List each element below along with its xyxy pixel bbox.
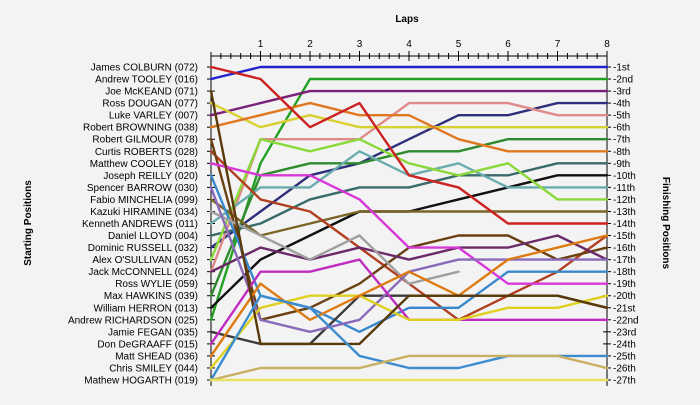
driver-series-line: [209, 101, 609, 249]
starting-position-label: Fabio MINCHELIA (099): [90, 195, 198, 206]
finishing-position-label: -19th: [613, 279, 636, 290]
starting-position-label: Andrew RICHARDSON (025): [68, 315, 198, 326]
finishing-position-label: -9th: [613, 159, 630, 170]
driver-series-line: [209, 294, 609, 370]
starting-position-label: William HERRON (013): [94, 303, 198, 314]
starting-position-label: Dominic RUSSELL (032): [88, 243, 198, 254]
starting-position-label: Curtis ROBERTS (028): [95, 147, 198, 158]
x-tick-label: 5: [456, 39, 462, 50]
driver-series-line: [209, 101, 609, 153]
finishing-position-label: -12th: [613, 195, 636, 206]
finishing-position-label: -8th: [613, 147, 630, 158]
starting-position-label: Jamie FEGAN (035): [108, 327, 198, 338]
driver-series-line: [209, 89, 609, 346]
finishing-position-label: -23rd: [613, 327, 636, 338]
finishing-position-label: -21st: [613, 303, 635, 314]
finishing-position-label: -27th: [613, 376, 636, 387]
x-tick-label: 4: [406, 39, 412, 50]
starting-position-label: Jack McCONNELL (024): [88, 267, 198, 278]
starting-position-label: Matthew COOLEY (018): [90, 159, 198, 170]
starting-position-label: Robert GILMOUR (078): [92, 135, 198, 146]
series-lines: [209, 65, 609, 382]
x-tick-label: 6: [505, 39, 511, 50]
finishing-position-label: -11th: [613, 183, 635, 194]
starting-position-label: Max HAWKINS (039): [104, 291, 198, 302]
chart-title: Laps: [395, 14, 419, 25]
finishing-position-label: -16th: [613, 243, 636, 254]
driver-series-line: [209, 234, 609, 273]
starting-position-label: Andrew TOOLEY (016): [95, 75, 198, 86]
finishing-position-label: -4th: [613, 99, 630, 110]
starting-position-label: Luke VARLEY (007): [109, 111, 198, 122]
driver-series-line: [209, 210, 460, 285]
x-tick-label: 3: [357, 39, 363, 50]
starting-position-label: Joseph REILLY (020): [103, 171, 198, 182]
right-axis-title: Finishing Positions: [660, 177, 671, 270]
starting-position-label: Matt SHEAD (036): [115, 351, 198, 362]
driver-series-line: [209, 234, 609, 358]
starting-position-label: Kazuki HIRAMINE (034): [90, 207, 198, 218]
finishing-position-label: -13th: [613, 207, 636, 218]
starting-position-label: Spencer BARROW (030): [87, 183, 198, 194]
finishing-position-label: -25th: [613, 351, 636, 362]
finishing-position-label: -26th: [613, 363, 636, 374]
x-tick-label: 2: [307, 39, 313, 50]
finishing-position-label: -14th: [613, 219, 636, 230]
finishing-position-label: -10th: [613, 171, 636, 182]
driver-series-line: [209, 198, 609, 237]
finishing-position-label: -22nd: [613, 315, 639, 326]
x-tick-label: 1: [258, 39, 264, 50]
driver-series-line: [209, 77, 609, 321]
finishing-position-label: -15th: [613, 231, 636, 242]
finishing-position-label: -1st: [613, 63, 630, 74]
finishing-position-label: -24th: [613, 339, 636, 350]
finishing-position-label: -5th: [613, 111, 630, 122]
starting-position-label: Mathew HOGARTH (019): [84, 376, 198, 387]
starting-position-label: Daniel LLOYD (004): [108, 231, 198, 242]
driver-series-line: [209, 65, 609, 81]
starting-position-label: Chris SMILEY (044): [109, 363, 198, 374]
x-tick-label: 7: [555, 39, 561, 50]
driver-series-line: [209, 138, 609, 261]
driver-series-line: [209, 162, 609, 285]
driver-series-line: [209, 101, 609, 129]
driver-series-line: [209, 101, 609, 273]
starting-position-label: Joe McKEAND (071): [105, 87, 198, 98]
finishing-position-label: -7th: [613, 135, 630, 146]
starting-position-label: Kenneth ANDREWS (011): [82, 219, 198, 230]
finishing-position-label: -17th: [613, 255, 636, 266]
finishing-position-label: -6th: [613, 123, 630, 134]
finishing-position-label: -18th: [613, 267, 636, 278]
position-labels: James COLBURN (072)Andrew TOOLEY (016)Jo…: [68, 63, 639, 387]
left-axis-title: Starting Positions: [23, 180, 34, 266]
finishing-position-label: -2nd: [613, 75, 633, 86]
starting-position-label: Ross WYLIE (059): [115, 279, 198, 290]
driver-series-line: [209, 89, 609, 117]
x-tick-label: 8: [604, 39, 610, 50]
starting-position-label: Alex O'SULLIVAN (052): [92, 255, 198, 266]
starting-position-label: James COLBURN (072): [91, 63, 198, 74]
driver-series-line: [209, 65, 609, 225]
driver-series-line: [209, 162, 609, 237]
finishing-position-label: -20th: [613, 291, 636, 302]
driver-series-line: [209, 354, 609, 382]
driver-series-line: [209, 138, 609, 297]
starting-position-label: Ross DOUGAN (077): [102, 99, 198, 110]
starting-position-label: Robert BROWNING (038): [83, 123, 198, 134]
finishing-position-label: -3rd: [613, 87, 631, 98]
starting-position-label: Don DeGRAAFF (015): [97, 339, 198, 350]
